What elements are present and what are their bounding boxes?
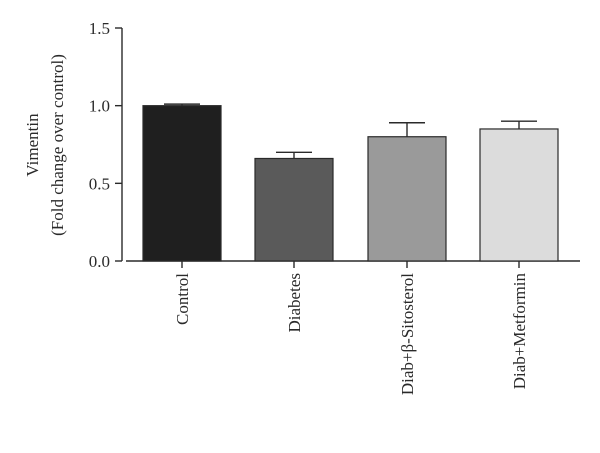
plot-area: 0.0 0.5 1.0 1.5 Control Diabetes Diab+β-Sitost… — [89, 19, 580, 395]
bar — [479, 128, 559, 262]
bar — [367, 136, 447, 262]
y-tick-label: 0.0 — [89, 252, 110, 271]
bar — [254, 157, 334, 262]
x-tick-label: Control — [173, 273, 192, 325]
y-axis-label-line-2: (Fold change over control) — [48, 54, 67, 236]
bar — [142, 105, 222, 262]
x-tick-label: Diab+β-Sitosterol — [398, 273, 417, 395]
y-axis-label: Vimentin (Fold change over control) — [23, 54, 67, 236]
y-tick-label: 1.0 — [89, 97, 110, 116]
y-axis-label-line-1: Vimentin — [23, 113, 42, 177]
y-tick-label: 1.5 — [89, 19, 110, 38]
y-tick-label: 0.5 — [89, 174, 110, 193]
x-tick-label: Diab+Metformin — [510, 273, 529, 390]
x-tick-label: Diabetes — [285, 273, 304, 332]
